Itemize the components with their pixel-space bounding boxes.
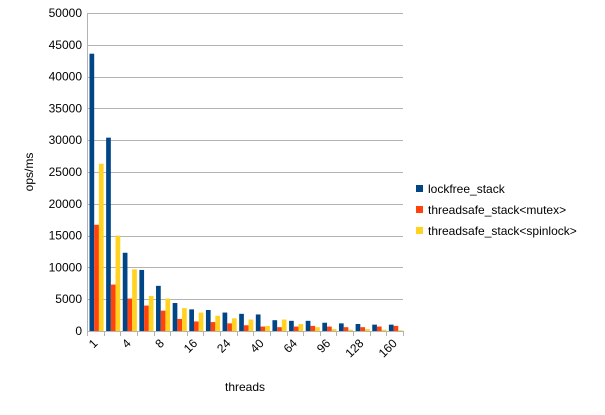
bar: [122, 252, 128, 331]
bar: [177, 318, 183, 331]
y-tick-label: 5000: [55, 292, 82, 306]
bar: [248, 319, 254, 331]
bar: [315, 327, 320, 331]
bar: [381, 329, 387, 331]
bar: [215, 315, 221, 331]
legend: lockfree_stack threadsafe_stack<mutex> t…: [416, 178, 577, 241]
bar: [156, 285, 161, 331]
bar: [338, 323, 344, 331]
x-tick-label: 128: [342, 336, 366, 360]
bar: [222, 312, 228, 331]
x-tick-label: 96: [314, 336, 334, 356]
bar: [89, 53, 95, 331]
bar: [115, 235, 121, 331]
bar: [398, 330, 403, 331]
bar: [239, 313, 244, 331]
x-tick-labels: 1 4 8 16 24 40 64 96 128 160: [86, 336, 400, 360]
legend-label: lockfree_stack: [428, 181, 505, 196]
bar: [160, 310, 166, 331]
y-tick-label: 0: [75, 324, 82, 338]
legend-swatch: [416, 185, 423, 192]
bar: [348, 329, 354, 331]
bar: [327, 326, 332, 331]
bar: [310, 325, 316, 331]
bar: [343, 327, 349, 331]
bar: [331, 329, 337, 331]
legend-item: lockfree_stack: [416, 178, 577, 199]
x-tick-label: 24: [214, 336, 234, 356]
bar: [281, 319, 287, 331]
x-tick-label: 160: [376, 336, 400, 360]
bar: [355, 324, 361, 331]
bar: [305, 320, 311, 331]
legend-item: threadsafe_stack<mutex>: [416, 199, 577, 220]
y-tick-labels: 0 5000 10000 15000 20000 25000 30000 35000 40000…: [49, 6, 83, 338]
bar: [393, 325, 399, 331]
bar: [289, 320, 294, 331]
bar: [182, 308, 187, 331]
bar: [189, 309, 194, 331]
bar: [243, 325, 249, 331]
y-tick-label: 30000: [49, 133, 83, 147]
bar: [148, 296, 154, 331]
bar: [106, 137, 111, 331]
y-tick-label: 35000: [49, 101, 83, 115]
bar: [260, 326, 266, 331]
bar: [365, 329, 370, 331]
bar: [144, 305, 149, 331]
bar: [198, 312, 204, 331]
x-tick-label: 40: [247, 336, 267, 356]
y-tick-label: 15000: [49, 229, 83, 243]
bar: [277, 327, 282, 331]
y-tick-label: 10000: [49, 260, 83, 274]
bar: [272, 320, 278, 331]
y-tick-label: 50000: [49, 6, 83, 20]
bar: [205, 310, 211, 331]
bar: [210, 322, 216, 331]
bars: [89, 53, 403, 331]
y-tick-label: 40000: [49, 70, 83, 84]
bar: [227, 323, 232, 331]
legend-swatch: [416, 206, 423, 213]
bar: [98, 163, 104, 331]
bar: [94, 224, 99, 331]
bar: [360, 327, 366, 331]
legend-label: threadsafe_stack<spinlock>: [428, 223, 577, 238]
bar: [322, 322, 328, 331]
bar: [193, 321, 199, 331]
bar: [132, 269, 137, 331]
bar: [255, 314, 261, 331]
y-tick-label: 45000: [49, 38, 83, 52]
x-tick-label: 64: [281, 336, 301, 356]
bar: [172, 303, 178, 331]
axes: [87, 13, 404, 336]
bar: [165, 298, 171, 331]
x-axis-title: threads: [225, 380, 265, 394]
bar: [265, 325, 270, 331]
bar: [293, 326, 299, 331]
legend-swatch: [416, 227, 423, 234]
x-tick-label: 1: [86, 336, 101, 351]
bar: [110, 284, 116, 331]
bar: [231, 318, 237, 331]
x-tick-label: 4: [119, 336, 134, 351]
legend-label: threadsafe_stack<mutex>: [428, 202, 567, 217]
y-tick-label: 20000: [49, 197, 83, 211]
bar: [376, 326, 382, 331]
bar: [298, 324, 304, 331]
legend-item: threadsafe_stack<spinlock>: [416, 220, 577, 241]
y-axis-title: ops/ms: [22, 153, 36, 192]
bar: [127, 298, 133, 331]
bar: [372, 324, 377, 331]
bar: [139, 269, 145, 331]
bar: [388, 324, 394, 331]
x-tick-label: 8: [152, 336, 167, 351]
y-tick-label: 25000: [49, 165, 83, 179]
x-tick-label: 16: [181, 336, 201, 356]
